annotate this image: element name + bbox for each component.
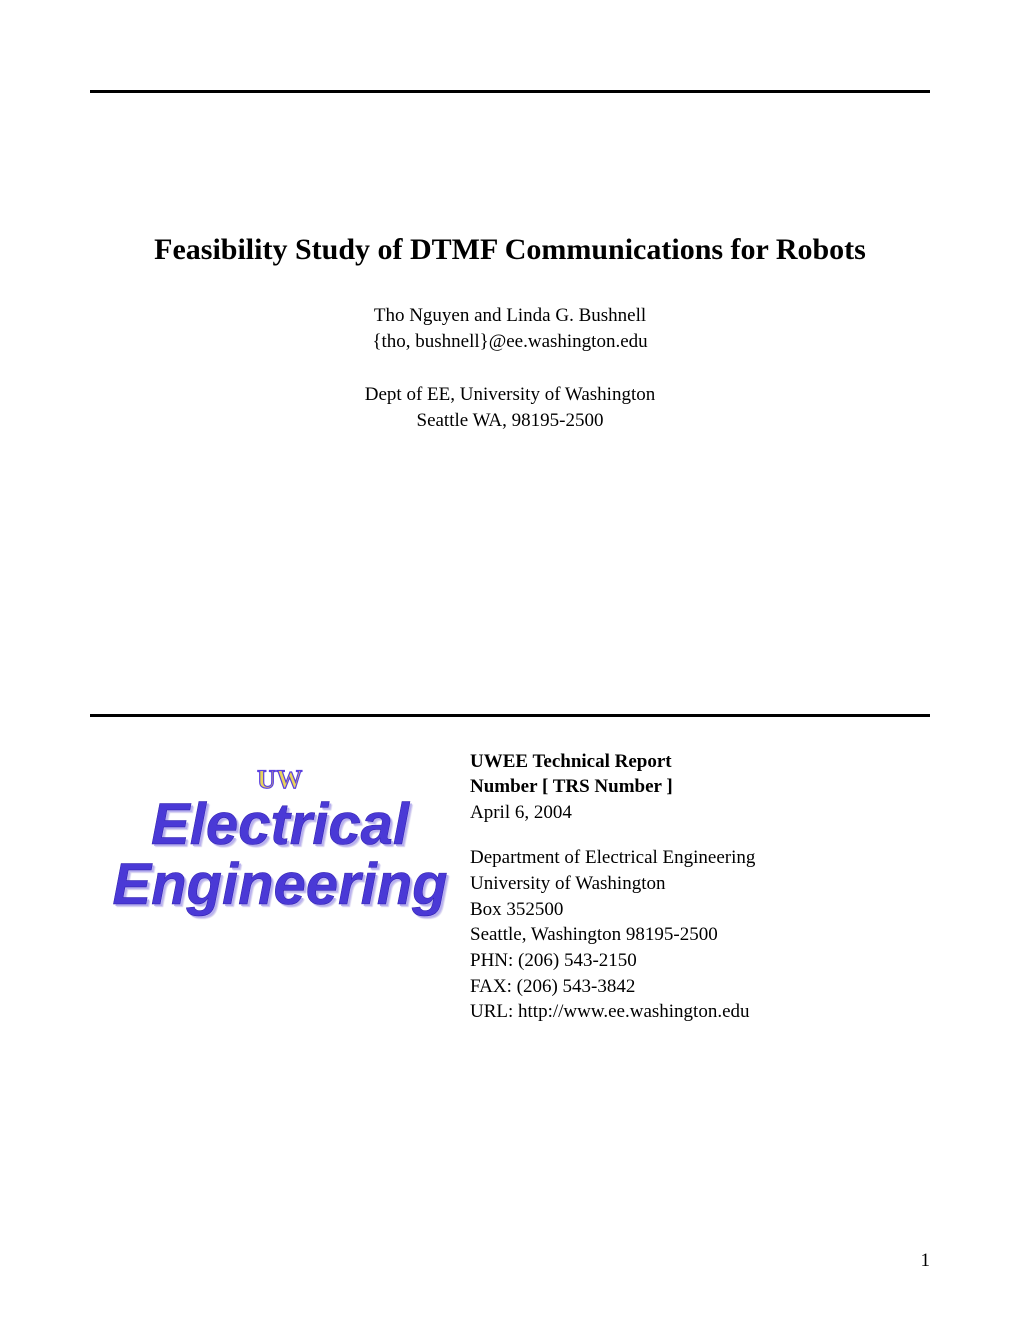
report-url: URL: http://www.ee.washington.edu xyxy=(470,999,930,1025)
mid-rule xyxy=(90,714,930,717)
title-block: Feasibility Study of DTMF Communications… xyxy=(90,233,930,434)
report-heading: UWEE Technical Report xyxy=(470,749,930,775)
author-block: Tho Nguyen and Linda G. Bushnell {tho, b… xyxy=(90,303,930,354)
report-date: April 6, 2004 xyxy=(470,800,930,826)
report-info: UWEE Technical Report Number [ TRS Numbe… xyxy=(470,749,930,1025)
department: Dept of EE, University of Washington xyxy=(90,382,930,408)
report-phn: PHN: (206) 543-2150 xyxy=(470,948,930,974)
authors: Tho Nguyen and Linda G. Bushnell xyxy=(90,303,930,329)
report-box: Box 352500 xyxy=(470,897,930,923)
report-addr: Seattle, Washington 98195-2500 xyxy=(470,922,930,948)
report-univ: University of Washington xyxy=(470,871,930,897)
document-title: Feasibility Study of DTMF Communications… xyxy=(90,233,930,267)
affiliation-block: Dept of EE, University of Washington Sea… xyxy=(90,382,930,433)
logo-line2: Engineering xyxy=(112,855,447,916)
report-fax: FAX: (206) 543-3842 xyxy=(470,974,930,1000)
city: Seattle WA, 98195-2500 xyxy=(90,408,930,434)
uw-ee-logo: UW Electrical Engineering xyxy=(112,767,447,917)
logo-column: UW Electrical Engineering xyxy=(90,749,470,917)
author-email: {tho, bushnell}@ee.washington.edu xyxy=(90,329,930,355)
logo-line1: Electrical xyxy=(112,795,447,856)
report-number: Number [ TRS Number ] xyxy=(470,774,930,800)
lower-section: UW Electrical Engineering UWEE Technical… xyxy=(90,749,930,1025)
top-rule xyxy=(90,90,930,93)
uw-badge: UW xyxy=(112,767,447,793)
page-number: 1 xyxy=(921,1250,931,1272)
report-dept: Department of Electrical Engineering xyxy=(470,845,930,871)
